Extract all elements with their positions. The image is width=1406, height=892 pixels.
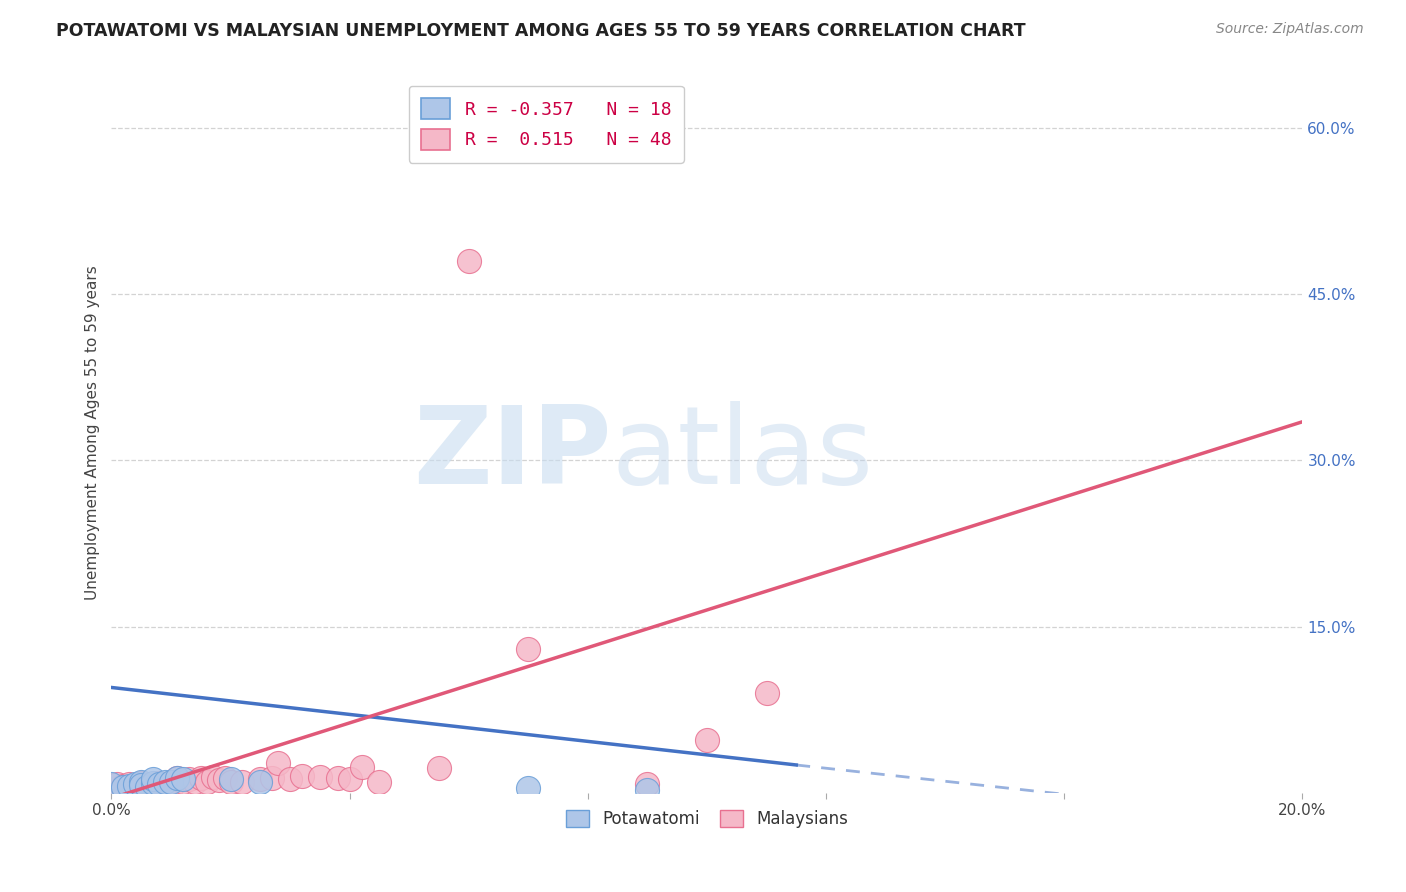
Point: [142, 772, 165, 787]
Point: [142, 778, 165, 792]
Y-axis label: Unemployment Among Ages 55 to 59 years: Unemployment Among Ages 55 to 59 years: [86, 266, 100, 600]
Point: [308, 770, 330, 784]
Point: [339, 772, 361, 787]
Point: [326, 771, 349, 785]
Point: [636, 777, 658, 791]
Point: [118, 782, 141, 797]
Point: [195, 774, 218, 789]
Point: [219, 772, 242, 787]
Point: [160, 774, 183, 789]
Point: [368, 774, 391, 789]
Point: [100, 782, 122, 797]
Point: [112, 780, 135, 794]
Text: Source: ZipAtlas.com: Source: ZipAtlas.com: [1216, 22, 1364, 37]
Point: [517, 781, 540, 796]
Point: [278, 772, 301, 787]
Point: [166, 771, 188, 785]
Point: [636, 783, 658, 797]
Point: [136, 780, 159, 794]
Point: [160, 781, 183, 796]
Point: [291, 769, 314, 783]
Point: [219, 774, 242, 789]
Point: [105, 781, 128, 796]
Point: [105, 777, 128, 791]
Point: [190, 771, 212, 785]
Point: [755, 686, 778, 700]
Point: [166, 771, 188, 785]
Point: [100, 778, 122, 792]
Point: [148, 775, 170, 789]
Point: [249, 772, 271, 787]
Point: [124, 777, 146, 791]
Point: [153, 779, 176, 793]
Legend: Potawatomi, Malaysians: Potawatomi, Malaysians: [560, 803, 855, 835]
Point: [350, 760, 373, 774]
Point: [129, 775, 152, 789]
Point: [118, 777, 141, 791]
Point: [214, 771, 236, 785]
Text: ZIP: ZIP: [413, 401, 612, 508]
Point: [136, 780, 159, 794]
Point: [201, 770, 224, 784]
Point: [129, 774, 152, 789]
Point: [262, 771, 284, 785]
Point: [118, 780, 141, 794]
Point: [207, 773, 229, 788]
Point: [129, 782, 152, 797]
Point: [267, 756, 290, 770]
Point: [142, 781, 165, 796]
Point: [124, 778, 146, 792]
Point: [129, 778, 152, 792]
Point: [172, 772, 194, 787]
Point: [249, 774, 271, 789]
Point: [148, 780, 170, 794]
Point: [153, 774, 176, 789]
Point: [427, 761, 450, 775]
Point: [177, 772, 200, 787]
Text: atlas: atlas: [612, 401, 873, 508]
Point: [172, 774, 194, 789]
Point: [129, 779, 152, 793]
Point: [696, 732, 718, 747]
Point: [112, 779, 135, 793]
Point: [457, 254, 479, 268]
Point: [118, 779, 141, 793]
Point: [124, 781, 146, 796]
Point: [184, 774, 207, 789]
Text: POTAWATOMI VS MALAYSIAN UNEMPLOYMENT AMONG AGES 55 TO 59 YEARS CORRELATION CHART: POTAWATOMI VS MALAYSIAN UNEMPLOYMENT AMO…: [56, 22, 1026, 40]
Point: [112, 781, 135, 796]
Point: [231, 774, 253, 789]
Point: [148, 777, 170, 791]
Point: [100, 777, 122, 791]
Point: [517, 641, 540, 656]
Point: [142, 775, 165, 789]
